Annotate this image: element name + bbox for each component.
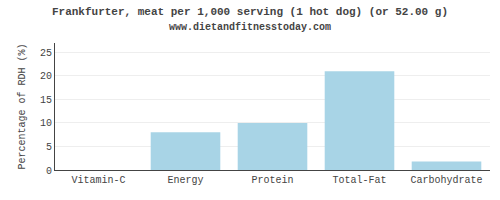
svg-text:Vitamin-C: Vitamin-C: [71, 175, 125, 186]
svg-text:10: 10: [40, 118, 52, 129]
svg-text:20: 20: [40, 71, 52, 82]
svg-text:Frankfurter, meat per 1,000 se: Frankfurter, meat per 1,000 serving (1 h…: [52, 6, 448, 32]
svg-text:Percentage of RDH (%): Percentage of RDH (%): [17, 43, 28, 169]
svg-text:Total-Fat: Total-Fat: [332, 175, 386, 186]
svg-text:15: 15: [40, 95, 52, 106]
svg-text:5: 5: [46, 142, 52, 153]
svg-text:Energy: Energy: [167, 175, 203, 186]
svg-text:Protein: Protein: [251, 175, 293, 186]
svg-text:0: 0: [46, 166, 52, 177]
svg-text:Carbohydrate: Carbohydrate: [410, 175, 482, 186]
svg-text:25: 25: [40, 48, 52, 59]
